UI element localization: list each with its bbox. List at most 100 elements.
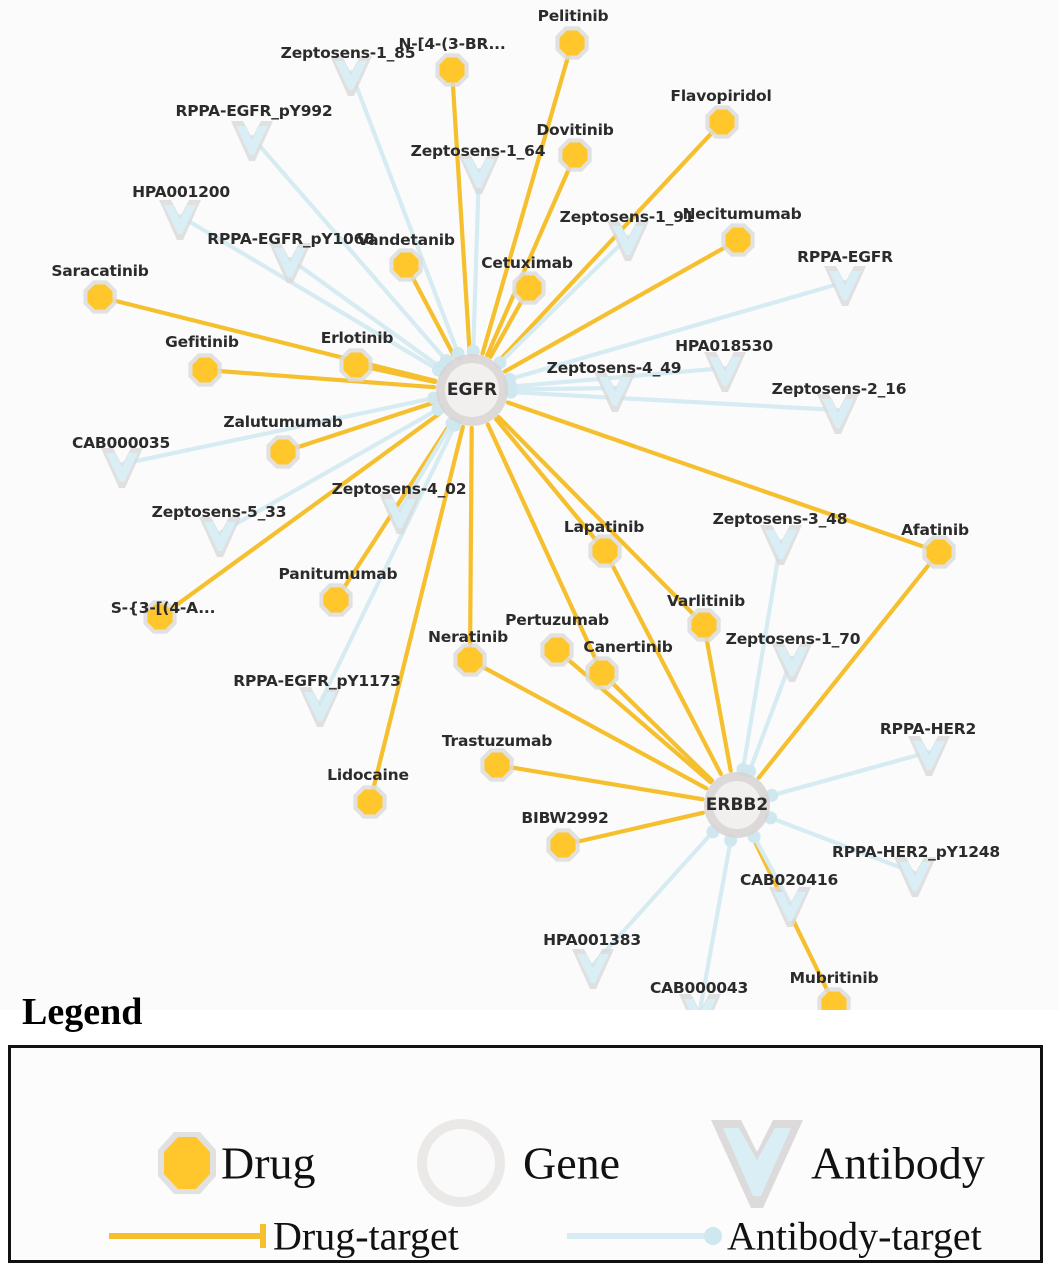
graph-edge[interactable] <box>507 385 618 392</box>
drug-node[interactable] <box>558 138 592 172</box>
drug-node[interactable] <box>319 583 353 617</box>
graph-edge[interactable] <box>467 657 709 791</box>
gene-node[interactable] <box>704 772 770 838</box>
graph-edge[interactable] <box>317 422 458 706</box>
graph-edge[interactable] <box>602 548 723 777</box>
graph-edge[interactable] <box>217 406 442 536</box>
antibody-node[interactable] <box>330 56 372 96</box>
graph-edge[interactable] <box>467 425 474 663</box>
drug-node[interactable] <box>555 26 589 60</box>
graph-edge[interactable] <box>599 670 715 783</box>
antibody-node[interactable] <box>894 857 936 897</box>
drug-node[interactable] <box>585 656 619 690</box>
graph-edge[interactable] <box>202 367 437 390</box>
graph-edge[interactable] <box>751 833 793 906</box>
drug-node-shape <box>709 109 735 135</box>
antibody-node[interactable] <box>594 372 636 412</box>
graph-edge[interactable] <box>367 424 465 805</box>
legend-graphics <box>109 1119 803 1248</box>
antibody-node[interactable] <box>679 994 721 1010</box>
antibody-node[interactable] <box>760 525 802 565</box>
graph-edge[interactable] <box>494 762 705 802</box>
antibody-node[interactable] <box>231 121 273 161</box>
antibody-node-shape <box>829 271 861 300</box>
graph-edge[interactable] <box>348 69 461 357</box>
antibody-node[interactable] <box>771 642 813 682</box>
graph-edge[interactable] <box>119 395 437 467</box>
graph-edge[interactable] <box>449 67 472 355</box>
drug-node[interactable] <box>546 828 580 862</box>
gene-node-fill <box>445 363 499 417</box>
antibody-node[interactable] <box>908 736 950 776</box>
graph-edge[interactable] <box>287 256 444 370</box>
graph-edge[interactable] <box>697 837 733 1010</box>
drug-node[interactable] <box>705 105 739 139</box>
antibody-node[interactable] <box>458 154 500 194</box>
drug-node[interactable] <box>453 643 487 677</box>
drug-node[interactable] <box>721 223 755 257</box>
graph-edge[interactable] <box>502 237 741 374</box>
antibody-node-shape <box>335 61 367 90</box>
drug-node-shape <box>323 587 349 613</box>
network-graph[interactable] <box>0 0 1059 1010</box>
graph-edge[interactable] <box>97 294 438 383</box>
graph-edge[interactable] <box>507 365 728 389</box>
graph-edge[interactable] <box>480 40 575 356</box>
graph-edge[interactable] <box>701 622 733 773</box>
drug-node[interactable] <box>83 280 117 314</box>
graph-edge[interactable] <box>485 422 605 676</box>
graph-edge[interactable] <box>560 810 705 848</box>
antibody-node-shape <box>274 248 306 277</box>
antibody-chevron-icon <box>711 1120 803 1208</box>
drug-node[interactable] <box>188 353 222 387</box>
antibody-node[interactable] <box>269 243 311 283</box>
drug-node[interactable] <box>266 435 300 469</box>
antibody-node[interactable] <box>299 687 341 727</box>
graph-edge[interactable] <box>157 410 444 620</box>
graph-edge[interactable] <box>505 400 942 555</box>
drug-node[interactable] <box>435 53 469 87</box>
drug-node[interactable] <box>817 987 851 1010</box>
drug-node[interactable] <box>922 535 956 569</box>
graph-edge[interactable] <box>507 389 841 413</box>
antibody-node[interactable] <box>101 448 143 488</box>
gene-node-fill <box>713 781 761 829</box>
antibody-node[interactable] <box>817 394 859 434</box>
graph-edge[interactable] <box>506 279 848 382</box>
antibody-node[interactable] <box>824 266 866 306</box>
gene-node[interactable] <box>436 354 508 426</box>
graph-edge[interactable] <box>471 167 482 355</box>
graph-edge[interactable] <box>554 647 713 785</box>
antibody-node[interactable] <box>159 200 201 240</box>
drug-node[interactable] <box>687 608 721 642</box>
graph-edge[interactable] <box>496 414 707 628</box>
legend-label-gene: Gene <box>523 1137 621 1189</box>
graph-edge[interactable] <box>756 549 942 780</box>
antibody-node[interactable] <box>572 949 614 989</box>
drug-node[interactable] <box>353 785 387 819</box>
graph-edge[interactable] <box>494 417 608 554</box>
graph-edge[interactable] <box>497 234 631 366</box>
antibody-node[interactable] <box>704 352 746 392</box>
graph-edge[interactable] <box>747 655 795 775</box>
graph-edge[interactable] <box>495 119 725 365</box>
drug-node[interactable] <box>512 271 546 305</box>
drug-node[interactable] <box>143 600 177 634</box>
antibody-node[interactable] <box>199 517 241 557</box>
antibody-node[interactable] <box>379 494 421 534</box>
graph-edge[interactable] <box>740 538 784 773</box>
graph-edge[interactable] <box>768 749 932 798</box>
drug-node[interactable] <box>339 348 373 382</box>
graph-edge[interactable] <box>177 213 442 373</box>
graph-edge[interactable] <box>767 815 918 876</box>
graph-edge[interactable] <box>590 828 716 968</box>
graph-edge[interactable] <box>485 152 578 358</box>
drug-node[interactable] <box>389 248 423 282</box>
graph-edge[interactable] <box>280 399 438 455</box>
drug-node[interactable] <box>480 748 514 782</box>
antibody-node[interactable] <box>769 887 811 927</box>
drug-node[interactable] <box>588 534 622 568</box>
graph-edge[interactable] <box>249 134 450 364</box>
drug-node[interactable] <box>540 633 574 667</box>
antibody-node[interactable] <box>607 221 649 261</box>
